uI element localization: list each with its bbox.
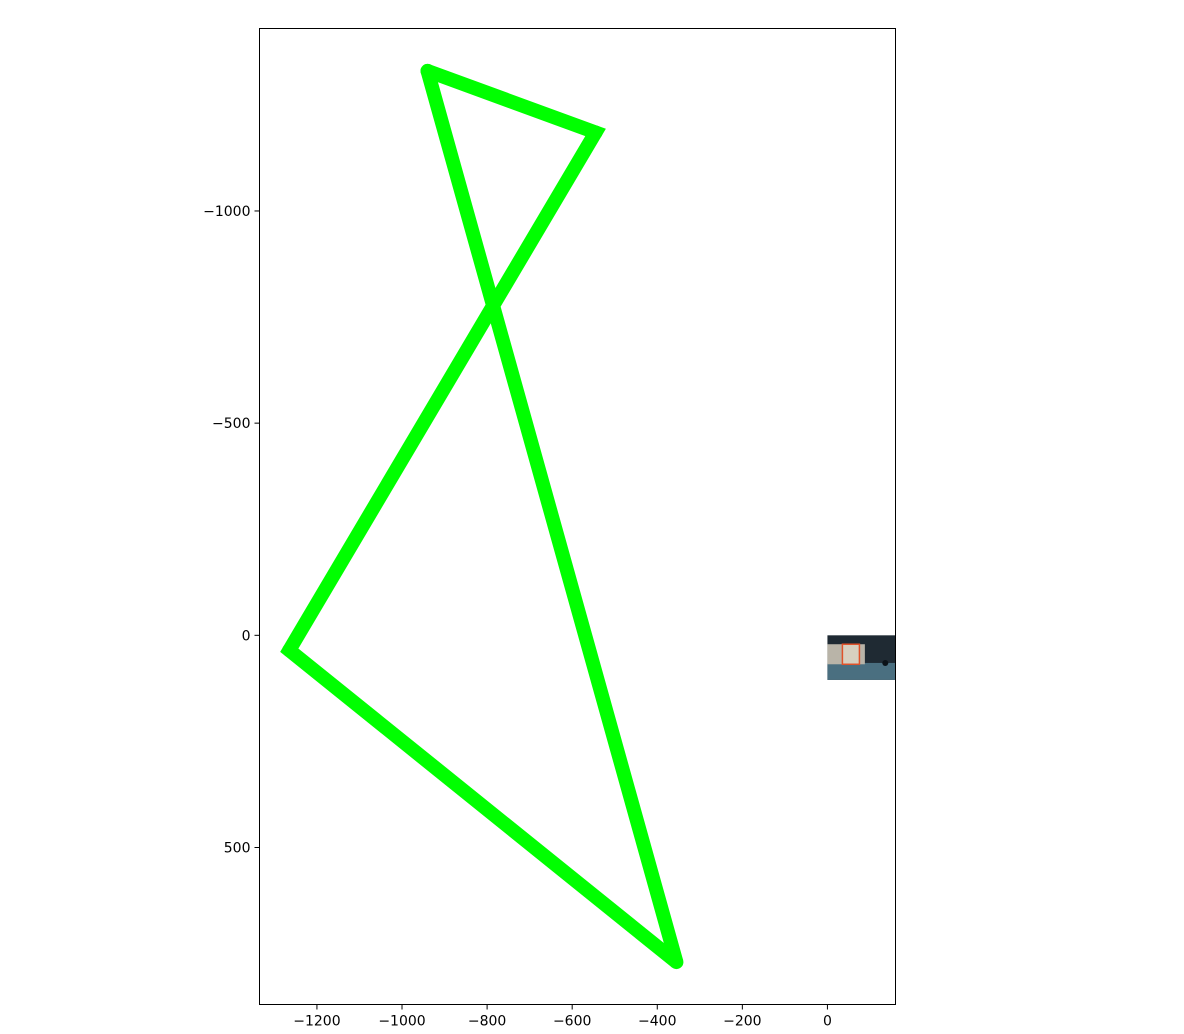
series-layer [280, 63, 684, 970]
x-axis: −1200 −1000 −800 −600 −400 −200 0 [293, 1004, 832, 1030]
y-tick-label: 500 [224, 840, 251, 856]
x-tick-label: −1000 [378, 1014, 425, 1030]
series-point [282, 643, 297, 658]
inset-image-layer [827, 635, 896, 680]
series-point [669, 955, 684, 970]
axes-frame [259, 28, 896, 1005]
x-tick-label: −400 [638, 1014, 676, 1030]
series-line-0 [280, 64, 684, 968]
x-tick-label: 0 [823, 1014, 832, 1030]
x-tick-label: −200 [723, 1014, 761, 1030]
y-tick-label: 0 [242, 628, 251, 644]
y-axis: −1000 −500 0 500 [203, 204, 260, 856]
y-tick-label: −1000 [203, 204, 250, 220]
x-tick-label: −800 [468, 1014, 506, 1030]
x-tick-label: −1200 [293, 1014, 340, 1030]
photo-thumbnail-icon [827, 635, 896, 680]
series-point [420, 63, 435, 78]
y-tick-label: −500 [212, 416, 250, 432]
series-point [588, 125, 603, 140]
x-tick-label: −600 [553, 1014, 591, 1030]
